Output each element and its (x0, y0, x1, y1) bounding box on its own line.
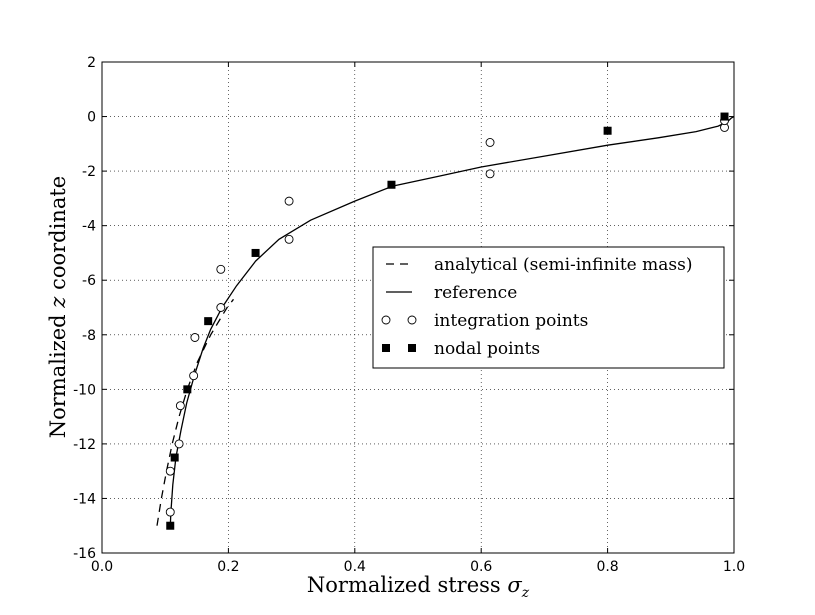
series-1 (169, 116, 735, 526)
integration-point (175, 401, 185, 411)
y-tick-label: 2 (87, 55, 96, 71)
legend-open-circle-icon (407, 315, 417, 325)
y-tick-label: -8 (82, 328, 96, 344)
nodal-point (720, 112, 729, 121)
integration-point (216, 264, 226, 274)
legend-entry-nodal-points: nodal points (382, 339, 540, 359)
ticks (101, 61, 735, 554)
y-axis-label-prefix: Normalized (46, 308, 70, 439)
nodal-point (204, 317, 213, 326)
y-tick-label: 0 (87, 110, 96, 126)
legend-filled-square-icon (382, 344, 390, 352)
nodal-point (251, 248, 260, 257)
integration-point (189, 371, 199, 381)
series-2 (165, 116, 729, 517)
legend-open-circle-icon (381, 315, 391, 325)
integration-point (174, 439, 184, 449)
integration-point (485, 169, 495, 179)
x-axis-label-subscript: z (521, 585, 530, 601)
nodal-point (387, 180, 396, 189)
x-tick-label: 0.4 (344, 559, 366, 575)
nodal-point (603, 126, 612, 135)
legend-entry-analytical: analytical (semi-infinite mass) (386, 255, 693, 275)
legend-label-nodal-points: nodal points (434, 339, 540, 359)
x-tick-label: 0.8 (596, 559, 618, 575)
integration-point (216, 303, 226, 312)
legend-entry-reference: reference (386, 283, 517, 303)
legend-box (372, 246, 725, 369)
x-tick-label: 0.6 (470, 559, 492, 575)
legend-label-reference: reference (434, 283, 517, 303)
integration-point (165, 507, 175, 517)
series-0 (156, 298, 235, 526)
y-tick-label: -12 (73, 437, 96, 453)
x-tick-label: 0.0 (91, 559, 113, 575)
x-axis-label: Normalized stress σz (307, 573, 530, 601)
x-axis-label-prefix: Normalized stress (307, 573, 507, 597)
nodal-point (166, 521, 175, 530)
y-tick-label: -16 (73, 546, 96, 562)
reference-curve (169, 116, 735, 526)
legend-entry-integration-points: integration points (381, 311, 588, 331)
integration-point (190, 333, 200, 342)
y-tick-label: -6 (82, 273, 96, 289)
y-axis-label-suffix: coordinate (46, 176, 70, 297)
nodal-point (183, 385, 192, 394)
legend-filled-square-icon (408, 344, 416, 352)
y-tick-label: -2 (82, 164, 96, 180)
y-axis-label-symbol: z (46, 296, 70, 309)
integration-point (284, 234, 294, 244)
x-tick-label: 1.0 (723, 559, 745, 575)
integration-point (284, 196, 294, 206)
series-layer (156, 112, 735, 530)
legend-label-analytical: analytical (semi-infinite mass) (434, 255, 693, 275)
plot-frame (101, 61, 735, 554)
integration-point (485, 138, 495, 147)
x-tick-label: 0.2 (217, 559, 239, 575)
x-axis-label-symbol: σ (507, 573, 522, 597)
integration-point (165, 466, 175, 476)
legend: analytical (semi-infinite mass) referenc… (372, 246, 725, 369)
y-tick-label: -4 (82, 219, 96, 235)
legend-label-integration-points: integration points (434, 311, 588, 331)
y-tick-label: -14 (73, 491, 96, 507)
y-tick-label: -10 (73, 382, 96, 398)
tick-labels: 0.0 0.2 0.4 0.6 0.8 1.0 2 0 -2 -4 -6 -8 -10 -12 -14 -16 (73, 55, 745, 575)
analytical-curve (156, 298, 235, 526)
nodal-point (170, 453, 179, 462)
series-3 (166, 112, 729, 530)
y-axis-label: Normalized z coordinate (46, 176, 70, 438)
